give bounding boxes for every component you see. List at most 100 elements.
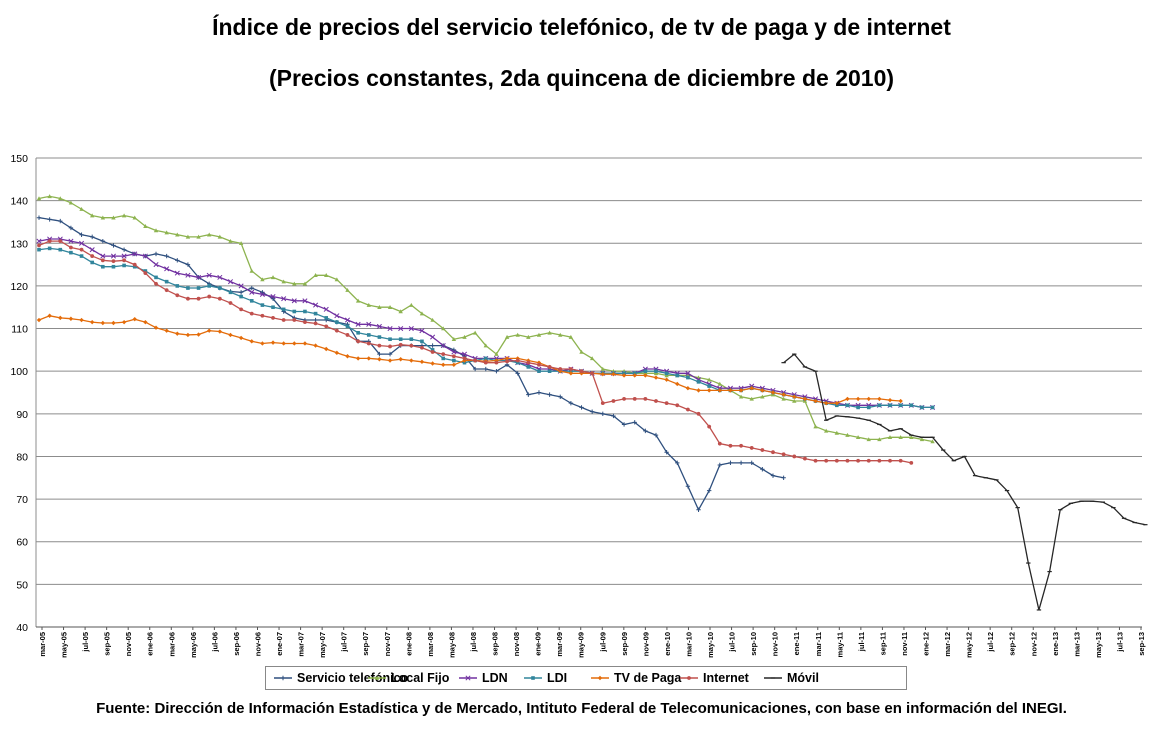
- data-point: [324, 316, 329, 320]
- data-point: [398, 357, 403, 362]
- data-point: [302, 281, 308, 286]
- x-tick-label: nov-09: [641, 632, 650, 656]
- data-point: [717, 381, 723, 386]
- data-point: [738, 460, 744, 466]
- data-point: [47, 217, 52, 222]
- data-point: [185, 332, 191, 338]
- data-point: [706, 377, 712, 382]
- data-point: [792, 398, 797, 403]
- data-point: [58, 196, 63, 201]
- x-tick-label: sep-05: [103, 632, 112, 656]
- x-tick-label: sep-06: [232, 632, 241, 656]
- data-point: [664, 377, 669, 382]
- data-point: [206, 272, 212, 278]
- data-point: [536, 332, 542, 337]
- data-point: [547, 330, 552, 335]
- data-point: [89, 319, 95, 325]
- data-point: [909, 435, 914, 440]
- data-point: [483, 360, 488, 365]
- data-point: [111, 259, 116, 264]
- data-point: [770, 390, 776, 395]
- x-tick-label: sep-09: [620, 632, 629, 656]
- data-point: [909, 460, 914, 465]
- x-tick-label: nov-11: [900, 632, 909, 656]
- data-point: [355, 321, 361, 327]
- y-tick-label: 80: [16, 451, 28, 463]
- data-point: [664, 371, 669, 376]
- x-tick-label: sep-12: [1008, 632, 1017, 656]
- data-point: [334, 277, 340, 282]
- data-point: [834, 458, 839, 463]
- data-point: [887, 397, 893, 403]
- data-point: [142, 253, 148, 259]
- data-point: [207, 232, 212, 237]
- series-6: [781, 353, 1148, 611]
- data-point: [324, 273, 329, 278]
- y-tick-label: 90: [16, 409, 28, 421]
- data-point: [238, 290, 244, 295]
- data-point: [89, 234, 95, 240]
- legend-item: Local Fijo: [368, 671, 450, 685]
- x-tick-label: nov-10: [771, 632, 780, 656]
- data-point: [313, 311, 318, 316]
- data-point: [547, 365, 552, 369]
- data-point: [536, 360, 542, 365]
- data-point: [653, 432, 659, 438]
- x-tick-label: sep-11: [878, 632, 887, 655]
- data-point: [739, 443, 743, 448]
- data-point: [259, 291, 265, 297]
- data-point: [526, 334, 531, 339]
- data-point: [515, 371, 520, 376]
- data-point: [228, 238, 233, 243]
- data-point: [398, 325, 404, 332]
- x-tick-label: jul-11: [857, 632, 866, 652]
- data-point: [132, 316, 137, 322]
- x-tick-label: jul-07: [340, 632, 349, 653]
- data-point: [185, 272, 191, 278]
- data-point: [175, 284, 180, 288]
- data-point: [36, 215, 42, 220]
- data-point: [419, 328, 425, 334]
- data-point: [344, 317, 351, 323]
- data-point: [685, 386, 691, 391]
- data-point: [58, 315, 63, 321]
- data-point: [69, 245, 73, 250]
- y-tick-label: 150: [10, 153, 28, 165]
- data-point: [376, 323, 382, 329]
- data-point: [186, 296, 190, 301]
- series-line: [38, 315, 901, 404]
- x-tick-label: jul-09: [598, 632, 607, 653]
- data-point: [600, 371, 605, 377]
- y-tick-label: 130: [10, 238, 28, 250]
- data-point: [387, 325, 393, 332]
- data-point: [58, 218, 63, 224]
- data-point: [930, 405, 935, 410]
- data-point: [420, 345, 424, 350]
- data-point: [483, 356, 488, 361]
- x-tick-label: jul-10: [728, 632, 737, 653]
- data-point: [664, 449, 669, 455]
- data-point: [174, 270, 180, 276]
- data-point: [451, 337, 457, 341]
- x-tick-label: ene-06: [146, 632, 155, 656]
- data-point: [537, 369, 541, 373]
- data-point: [898, 398, 903, 404]
- data-point: [451, 349, 457, 355]
- x-tick-label: sep-13: [1137, 632, 1146, 656]
- data-point: [132, 215, 137, 220]
- data-point: [409, 343, 414, 348]
- data-point: [452, 358, 456, 363]
- data-point: [494, 360, 499, 365]
- data-point: [143, 224, 148, 228]
- data-point: [121, 213, 127, 218]
- data-point: [728, 388, 733, 393]
- data-point: [738, 388, 744, 393]
- data-point: [558, 394, 563, 399]
- data-point: [324, 346, 329, 352]
- data-point: [217, 296, 222, 301]
- data-point: [930, 439, 935, 444]
- data-point: [430, 348, 435, 352]
- x-tick-label: may-08: [447, 632, 456, 658]
- data-point: [79, 232, 84, 237]
- legend-item: Servicio telefónico: [274, 671, 409, 685]
